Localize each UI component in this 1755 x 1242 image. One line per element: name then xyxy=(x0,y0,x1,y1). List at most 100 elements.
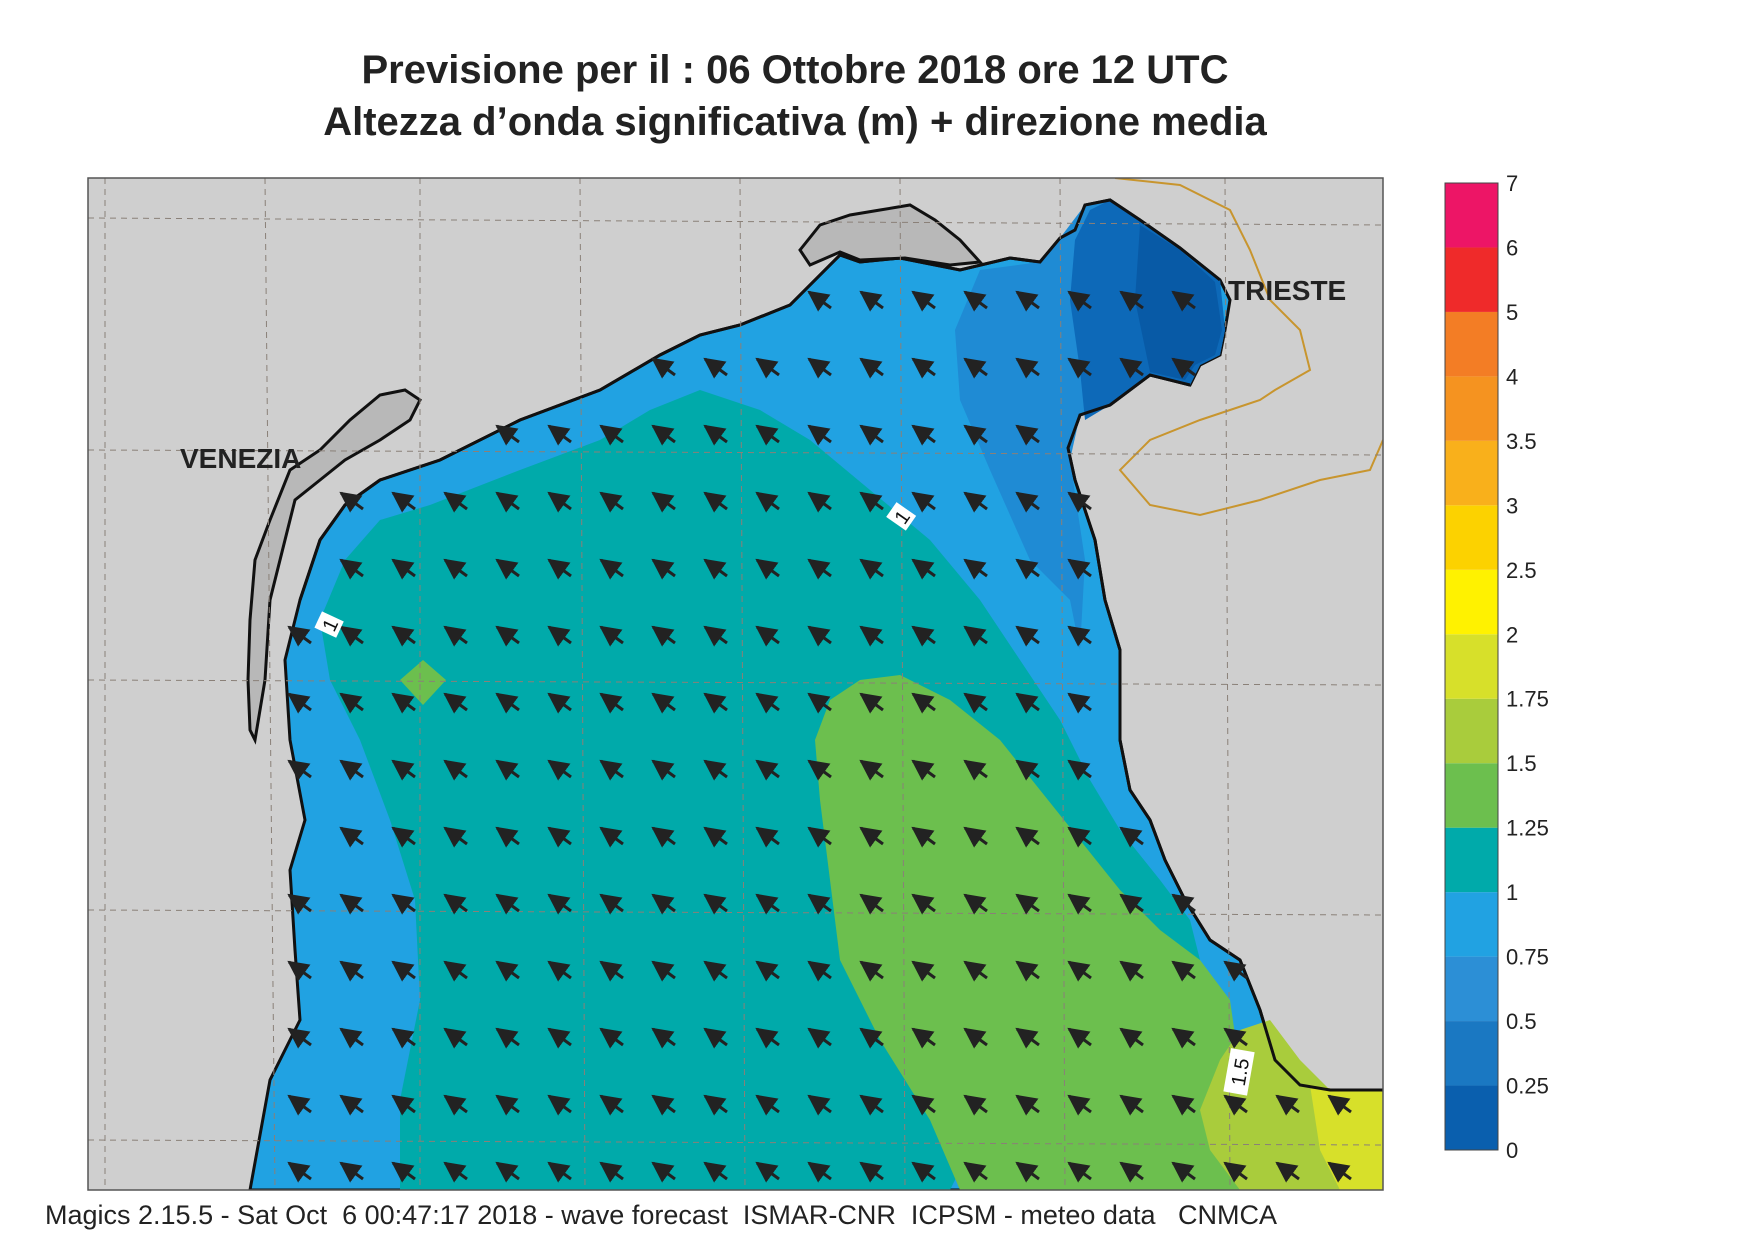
gulf-islands xyxy=(798,203,984,267)
wave-direction-arrow xyxy=(703,1161,728,1183)
wave-direction-arrow xyxy=(911,1161,936,1183)
wave-direction-arrow xyxy=(859,759,884,781)
wave-direction-arrow xyxy=(963,558,988,580)
colorbar-tick-label: 5 xyxy=(1506,300,1518,325)
wave-direction-arrow xyxy=(651,1094,676,1116)
colorbar-tick-label: 7 xyxy=(1506,171,1518,196)
wave-direction-arrow xyxy=(651,1161,676,1183)
wave-direction-arrow xyxy=(391,491,416,513)
colorbar-tick-label: 1.5 xyxy=(1506,751,1537,776)
colorbar-swatch xyxy=(1445,569,1498,635)
wave-direction-arrow xyxy=(443,759,468,781)
wave-direction-arrow xyxy=(755,1094,780,1116)
wave-direction-arrow xyxy=(339,1161,364,1183)
colorbar-swatch xyxy=(1445,956,1498,1022)
contour-label-1-center: 1 xyxy=(886,502,917,531)
wave-direction-arrow xyxy=(807,1161,832,1183)
wave-direction-arrow xyxy=(911,960,936,982)
wave-direction-arrow xyxy=(391,625,416,647)
wave-direction-arrow xyxy=(1067,1027,1092,1049)
wave-direction-arrow xyxy=(443,625,468,647)
wave-direction-arrow xyxy=(1171,1027,1196,1049)
colorbar-tick-label: 1.75 xyxy=(1506,687,1549,712)
wave-direction-arrow xyxy=(339,491,364,513)
colorbar-tick-label: 0.75 xyxy=(1506,945,1549,970)
wave-direction-arrow xyxy=(495,1027,520,1049)
wave-direction-arrow xyxy=(1119,960,1144,982)
colorbar-tick-label: 0 xyxy=(1506,1138,1518,1163)
wave-direction-arrow xyxy=(1015,491,1040,513)
wave-direction-arrow xyxy=(1067,290,1092,312)
wave-direction-arrow xyxy=(859,692,884,714)
wave-direction-arrow xyxy=(807,290,832,312)
colorbar-tick-label: 0.25 xyxy=(1506,1074,1549,1099)
wave-direction-arrow xyxy=(807,625,832,647)
wave-direction-arrow xyxy=(1015,692,1040,714)
colorbar-tick-label: 3 xyxy=(1506,493,1518,518)
wave-direction-arrow xyxy=(391,826,416,848)
wave-direction-arrow xyxy=(599,893,624,915)
wave-direction-arrow xyxy=(755,625,780,647)
wave-direction-arrow xyxy=(963,625,988,647)
wave-direction-arrow xyxy=(1171,1161,1196,1183)
wave-direction-arrow xyxy=(547,1027,572,1049)
wave-direction-arrow xyxy=(339,759,364,781)
wave-direction-arrow xyxy=(599,558,624,580)
wave-direction-arrow xyxy=(1067,960,1092,982)
wave-direction-arrow xyxy=(911,357,936,379)
wave-direction-arrow xyxy=(1015,558,1040,580)
wave-direction-arrow xyxy=(1223,1161,1248,1183)
wave-direction-arrow xyxy=(391,1094,416,1116)
wave-direction-arrow xyxy=(1171,357,1196,379)
wave-direction-arrow xyxy=(703,692,728,714)
colorbar-tick-label: 2 xyxy=(1506,622,1518,647)
wave-direction-arrow xyxy=(703,424,728,446)
wave-direction-arrow xyxy=(963,826,988,848)
svg-text:1.5: 1.5 xyxy=(1228,1057,1254,1088)
wave-direction-arrow xyxy=(755,1161,780,1183)
colorbar-swatch xyxy=(1445,634,1498,699)
colorbar-tick-label: 6 xyxy=(1506,235,1518,260)
wave-direction-arrow xyxy=(911,491,936,513)
wave-direction-arrow xyxy=(1223,1027,1248,1049)
colorbar-swatch xyxy=(1445,827,1498,893)
wave-direction-arrow xyxy=(391,558,416,580)
wave-direction-arrow xyxy=(1223,1094,1248,1116)
wave-direction-arrow xyxy=(599,625,624,647)
wave-direction-arrow xyxy=(703,759,728,781)
wave-direction-arrow xyxy=(599,759,624,781)
wave-direction-arrow xyxy=(703,357,728,379)
wave-direction-arrow xyxy=(755,357,780,379)
wave-direction-arrow xyxy=(911,692,936,714)
wave-direction-arrow xyxy=(911,424,936,446)
wave-direction-arrow xyxy=(859,290,884,312)
wave-direction-arrow xyxy=(547,1161,572,1183)
wave-direction-arrow xyxy=(1275,1161,1300,1183)
wave-direction-arrow xyxy=(651,424,676,446)
wave-direction-arrow xyxy=(1015,1161,1040,1183)
border-line xyxy=(1114,178,1383,517)
wave-direction-arrow xyxy=(963,424,988,446)
wave-direction-arrow xyxy=(443,960,468,982)
wave-direction-arrow xyxy=(859,1161,884,1183)
wave-direction-arrow xyxy=(339,625,364,647)
wave-direction-arrow xyxy=(859,625,884,647)
wave-direction-arrow xyxy=(599,826,624,848)
wave-direction-arrow xyxy=(963,893,988,915)
wave-direction-arrow xyxy=(495,625,520,647)
wave-direction-arrow xyxy=(963,1027,988,1049)
colorbar-swatch xyxy=(1445,1085,1498,1150)
wave-direction-arrow xyxy=(495,826,520,848)
wave-direction-arrow xyxy=(703,960,728,982)
wave-direction-arrow xyxy=(339,1027,364,1049)
wave-direction-arrow xyxy=(703,893,728,915)
wave-direction-arrow xyxy=(443,893,468,915)
wave-direction-arrow xyxy=(1067,692,1092,714)
wave-direction-arrow xyxy=(859,357,884,379)
wave-direction-arrow xyxy=(547,960,572,982)
wave-direction-arrow xyxy=(755,759,780,781)
wave-direction-arrow xyxy=(859,558,884,580)
wave-direction-arrow xyxy=(339,960,364,982)
wave-direction-arrow xyxy=(1015,759,1040,781)
wave-direction-arrow xyxy=(807,424,832,446)
